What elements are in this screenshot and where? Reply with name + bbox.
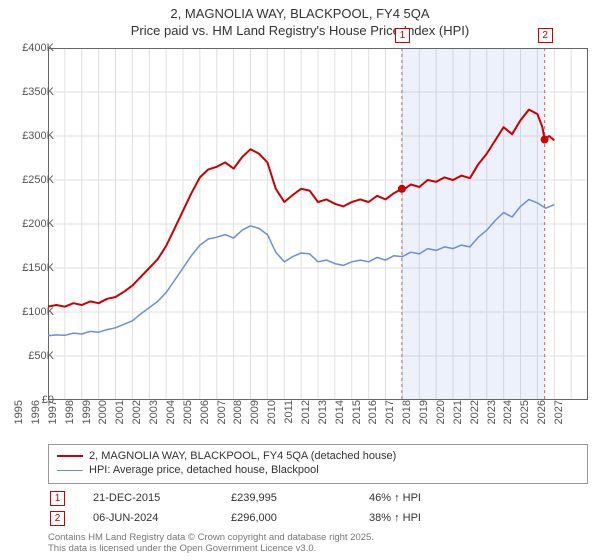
legend-label: 2, MAGNOLIA WAY, BLACKPOOL, FY4 5QA (det… bbox=[89, 450, 396, 462]
xtick-label: 2013 bbox=[317, 400, 329, 440]
xtick-label: 2026 bbox=[536, 400, 548, 440]
title-line1: 2, MAGNOLIA WAY, BLACKPOOL, FY4 5QA bbox=[170, 6, 429, 21]
xtick-label: 2020 bbox=[435, 400, 447, 440]
ytick-label: £350K bbox=[22, 86, 54, 98]
xtick-label: 2003 bbox=[148, 400, 160, 440]
sale-marker-ref: 2 bbox=[50, 511, 65, 526]
xtick-label: 2001 bbox=[114, 400, 126, 440]
xtick-label: 2005 bbox=[182, 400, 194, 440]
xtick-label: 1996 bbox=[30, 400, 42, 440]
sale-row: 2 06-JUN-2024 £296,000 38% ↑ HPI bbox=[48, 508, 588, 528]
xtick-label: 2006 bbox=[199, 400, 211, 440]
xtick-label: 2027 bbox=[553, 400, 565, 440]
xtick-label: 2010 bbox=[266, 400, 278, 440]
title-line2: Price paid vs. HM Land Registry's House … bbox=[131, 23, 469, 38]
xtick-label: 2012 bbox=[300, 400, 312, 440]
credit-line1: Contains HM Land Registry data © Crown c… bbox=[48, 532, 374, 543]
chart-title: 2, MAGNOLIA WAY, BLACKPOOL, FY4 5QA Pric… bbox=[0, 0, 600, 44]
legend-item: 2, MAGNOLIA WAY, BLACKPOOL, FY4 5QA (det… bbox=[57, 449, 579, 463]
xtick-label: 2014 bbox=[334, 400, 346, 440]
legend-swatch bbox=[57, 470, 83, 471]
xtick-label: 2018 bbox=[401, 400, 413, 440]
ytick-label: £400K bbox=[22, 42, 54, 54]
xtick-label: 2019 bbox=[418, 400, 430, 440]
plot-area: 12 bbox=[48, 48, 588, 400]
xtick-label: 2011 bbox=[283, 400, 295, 440]
xtick-label: 2000 bbox=[97, 400, 109, 440]
legend-label: HPI: Average price, detached house, Blac… bbox=[89, 464, 319, 476]
sale-table: 1 21-DEC-2015 £239,995 46% ↑ HPI 2 06-JUN-202… bbox=[48, 488, 588, 528]
ytick-label: £300K bbox=[22, 130, 54, 142]
legend: 2, MAGNOLIA WAY, BLACKPOOL, FY4 5QA (det… bbox=[48, 444, 588, 484]
xtick-label: 2002 bbox=[131, 400, 143, 440]
ytick-label: £100K bbox=[22, 306, 54, 318]
sale-price: £296,000 bbox=[231, 512, 341, 524]
plot-svg bbox=[48, 48, 588, 400]
xtick-label: 2025 bbox=[519, 400, 531, 440]
xtick-label: 2016 bbox=[367, 400, 379, 440]
sale-delta: 46% ↑ HPI bbox=[369, 492, 479, 504]
xtick-label: 2024 bbox=[502, 400, 514, 440]
sale-date: 21-DEC-2015 bbox=[93, 492, 203, 504]
xtick-label: 1998 bbox=[64, 400, 76, 440]
xtick-label: 1999 bbox=[81, 400, 93, 440]
credit-line2: This data is licensed under the Open Gov… bbox=[48, 543, 316, 554]
xtick-label: 2021 bbox=[452, 400, 464, 440]
xtick-label: 2015 bbox=[351, 400, 363, 440]
credit-text: Contains HM Land Registry data © Crown c… bbox=[48, 532, 588, 555]
ytick-label: £50K bbox=[28, 350, 54, 362]
ytick-label: £250K bbox=[22, 174, 54, 186]
xtick-label: 2023 bbox=[486, 400, 498, 440]
xtick-label: 2009 bbox=[249, 400, 261, 440]
xtick-label: 2007 bbox=[216, 400, 228, 440]
sale-marker-1: 1 bbox=[395, 28, 410, 43]
ytick-label: £200K bbox=[22, 218, 54, 230]
xtick-label: 2004 bbox=[165, 400, 177, 440]
xtick-label: 2008 bbox=[232, 400, 244, 440]
xtick-label: 2017 bbox=[384, 400, 396, 440]
sale-row: 1 21-DEC-2015 £239,995 46% ↑ HPI bbox=[48, 488, 588, 508]
sale-date: 06-JUN-2024 bbox=[93, 512, 203, 524]
legend-swatch bbox=[57, 455, 83, 457]
xtick-label: 1995 bbox=[13, 400, 25, 440]
sale-marker-2: 2 bbox=[538, 28, 553, 43]
sale-delta: 38% ↑ HPI bbox=[369, 512, 479, 524]
xtick-label: 2022 bbox=[469, 400, 481, 440]
xtick-label: 1997 bbox=[47, 400, 59, 440]
chart-container: 2, MAGNOLIA WAY, BLACKPOOL, FY4 5QA Pric… bbox=[0, 0, 600, 560]
sale-price: £239,995 bbox=[231, 492, 341, 504]
legend-item: HPI: Average price, detached house, Blac… bbox=[57, 463, 579, 477]
ytick-label: £150K bbox=[22, 262, 54, 274]
sale-marker-ref: 1 bbox=[50, 491, 65, 506]
